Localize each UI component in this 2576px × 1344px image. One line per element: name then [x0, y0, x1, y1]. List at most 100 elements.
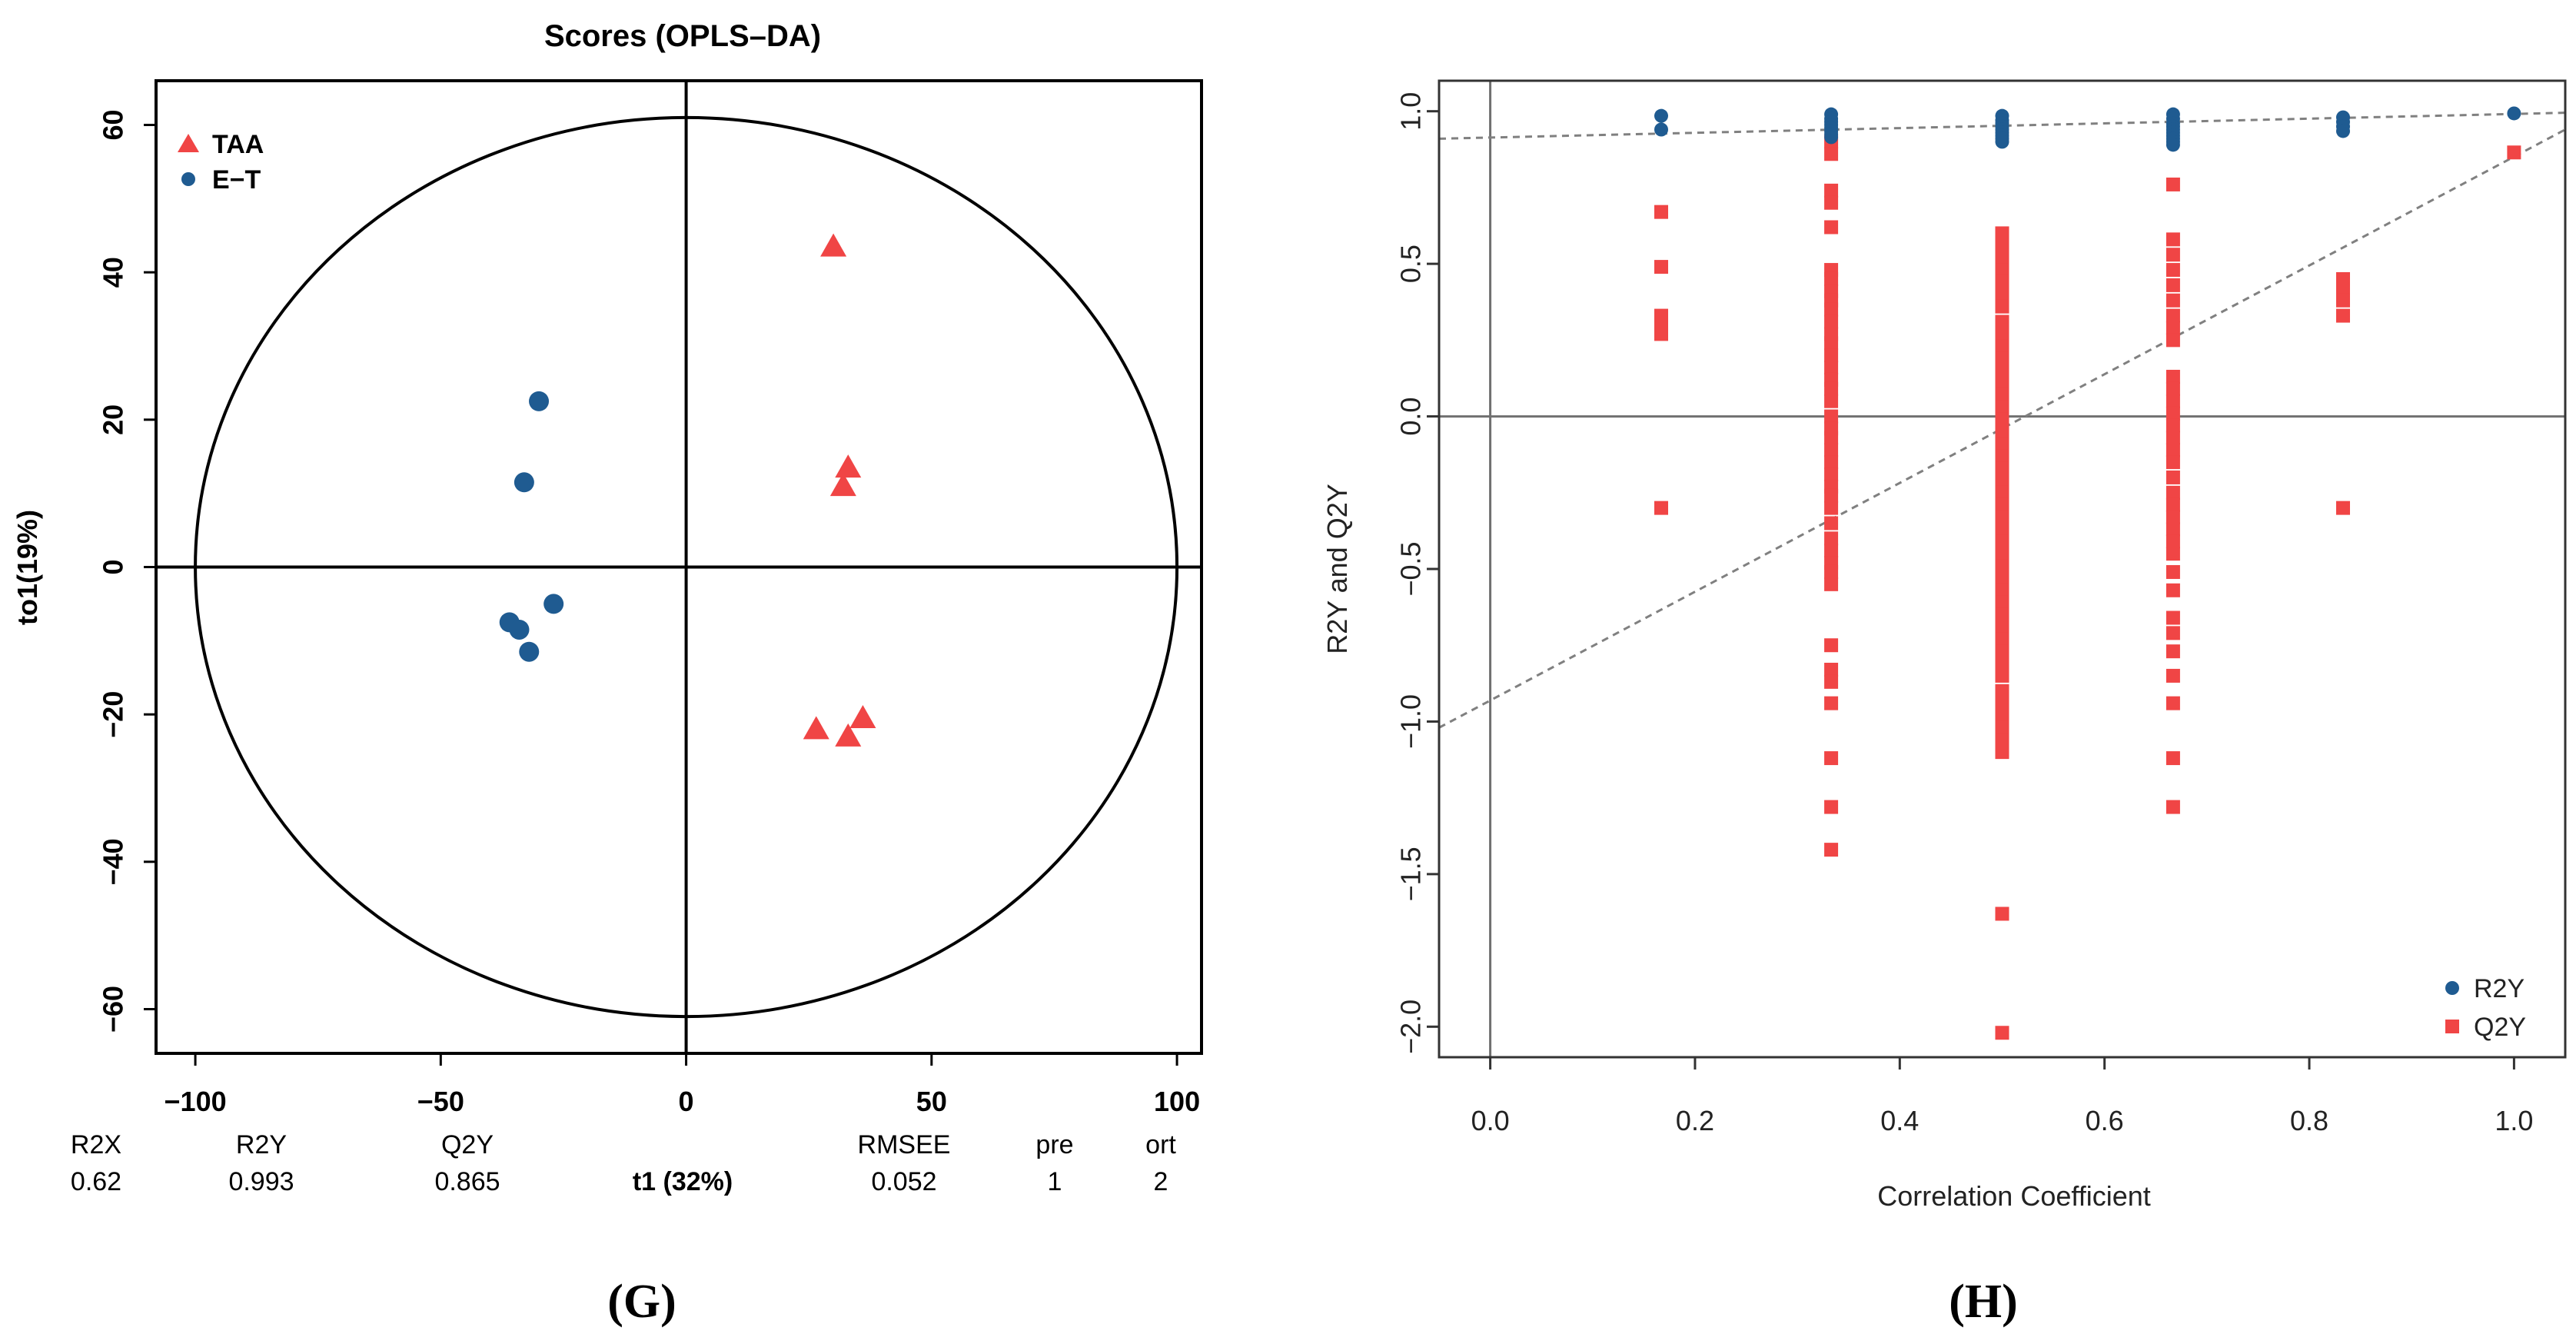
x-tick-label: 0.4 — [1880, 1105, 1919, 1136]
q2y-point — [1824, 455, 1839, 470]
q2y-point — [2166, 564, 2180, 579]
q2y-point — [2166, 626, 2180, 640]
q2y-point — [1995, 657, 2009, 671]
q2y-point — [1995, 534, 2009, 549]
q2y-point — [1995, 449, 2009, 464]
q2y-point — [2166, 751, 2180, 766]
q2y-point — [2166, 293, 2180, 308]
taa-point — [835, 454, 862, 478]
legend: R2Y Q2Y — [2445, 974, 2526, 1042]
taa-point — [820, 233, 847, 257]
y-tick-label: −1.5 — [1395, 847, 1427, 901]
et-point — [529, 391, 550, 411]
legend-q2y-marker — [2445, 1020, 2459, 1033]
q2y-point — [1995, 461, 2009, 476]
q2y-point — [1995, 720, 2009, 735]
plot-frame — [1438, 79, 2567, 1059]
et-point — [543, 594, 564, 614]
q2y-point — [2166, 381, 2180, 396]
q2y-point — [2166, 369, 2180, 384]
stat-value-q2y: 0.865 — [434, 1167, 500, 1196]
model-stats: R2X R2Y Q2Y RMSEE pre ort 0.62 0.993 0.8… — [71, 1130, 1176, 1196]
legend-et-marker — [181, 172, 195, 186]
q2y-point — [1995, 595, 2009, 610]
q2y-point — [1995, 583, 2009, 597]
q2y-point — [1995, 473, 2009, 487]
stat-value-r2y: 0.993 — [228, 1167, 294, 1196]
q2y-point — [1995, 485, 2009, 500]
q2y-point — [1995, 339, 2009, 354]
y-tick-label: 1.0 — [1395, 92, 1427, 131]
q2y-point — [1824, 638, 1839, 653]
q2y-point — [1995, 263, 2009, 278]
q2y-point — [2166, 177, 2180, 191]
y-tick-label: −20 — [98, 691, 129, 738]
stat-header-pre: pre — [1035, 1130, 1073, 1159]
legend-label-et: E−T — [212, 165, 261, 195]
plot-area — [156, 81, 1202, 1053]
q2y-point — [2166, 583, 2180, 597]
q2y-point — [1995, 632, 2009, 647]
x-tick-label: 100 — [1154, 1086, 1200, 1117]
y-tick-label: 0 — [98, 559, 129, 574]
q2y-point — [2166, 696, 2180, 710]
stat-value-pre: 1 — [1048, 1167, 1062, 1196]
q2y-point — [2166, 248, 2180, 262]
r2y-regression-line — [1438, 111, 2566, 140]
q2y-point — [1995, 510, 2009, 524]
q2y-point — [1824, 431, 1839, 445]
r2y-point — [1824, 130, 1839, 145]
q2y-point — [2166, 263, 2180, 278]
q2y-point — [2166, 522, 2180, 537]
q2y-point — [1995, 364, 2009, 378]
q2y-point — [1824, 467, 1839, 481]
y-axis-label: to1(19%) — [12, 510, 43, 625]
axes: 0.0 0.2 0.4 0.6 0.8 1.0 −2.0 −1.5 −1.0 −0.5 0.0 0.5… — [1395, 92, 2534, 1136]
q2y-point — [2166, 321, 2180, 335]
q2y-point — [1824, 348, 1839, 363]
q2y-point — [2166, 644, 2180, 659]
q2y-point — [2166, 668, 2180, 683]
q2y-point — [1654, 327, 1669, 341]
x-tick-label: 50 — [916, 1086, 947, 1117]
q2y-point — [1824, 662, 1839, 677]
q2y-point — [1995, 287, 2009, 301]
chart-title: Scores (OPLS–DA) — [544, 19, 821, 53]
panel-label-g: (G) — [607, 1276, 676, 1328]
et-point — [519, 641, 540, 662]
q2y-point — [1824, 271, 1839, 286]
q2y-point — [1995, 559, 2009, 574]
q2y-point — [1824, 443, 1839, 457]
q2y-point — [1995, 351, 2009, 366]
x-tick-label: −100 — [165, 1086, 227, 1117]
q2y-point — [2166, 394, 2180, 408]
q2y-point — [1995, 388, 2009, 402]
q2y-point — [1824, 544, 1839, 558]
x-tick-label: 0.0 — [1471, 1105, 1510, 1136]
q2y-point — [1995, 733, 2009, 747]
x-tick-label: 0.6 — [2086, 1105, 2124, 1136]
q2y-point — [1824, 147, 1839, 161]
x-axis-label: t1 (32%) — [633, 1167, 733, 1196]
q2y-point — [1995, 299, 2009, 314]
y-axis-label: R2Y and Q2Y — [1321, 484, 1353, 654]
r2y-point — [1995, 135, 2009, 149]
stat-header-r2y: R2Y — [236, 1130, 287, 1159]
q2y-point — [1995, 314, 2009, 329]
y-tick-label: −40 — [98, 838, 129, 885]
taa-point — [829, 473, 856, 497]
stat-header-ort: ort — [1145, 1130, 1176, 1159]
r2y-point — [2507, 106, 2521, 121]
legend-r2y-marker — [2445, 981, 2459, 995]
q2y-point — [2166, 418, 2180, 433]
q2y-point — [2166, 485, 2180, 500]
taa-point — [835, 723, 862, 747]
q2y-point — [1824, 488, 1839, 503]
q2y-point — [1824, 361, 1839, 375]
q2y-point — [1995, 375, 2009, 390]
data-points — [499, 233, 876, 747]
q2y-point — [1995, 522, 2009, 537]
x-tick-label: 0 — [679, 1086, 694, 1117]
legend-label-taa: TAA — [212, 130, 264, 159]
q2y-point — [2166, 497, 2180, 512]
